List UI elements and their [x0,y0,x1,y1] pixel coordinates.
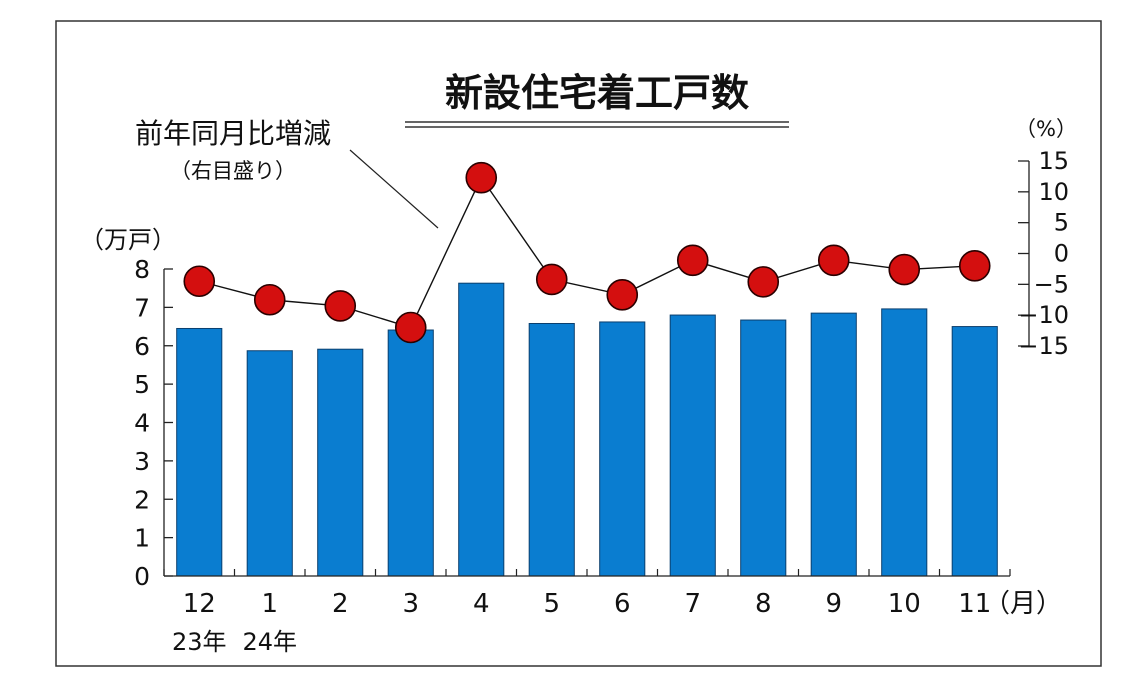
left-axis-tick-label: 4 [134,409,150,438]
left-axis: 0 1 2 3 4 5 6 7 8 [134,255,173,591]
x-axis-unit: （月） [984,589,1062,619]
bar-series [176,282,998,577]
x-tick-label-3: 3 [402,589,419,619]
right-axis: 15 10 5 0−5 −10 −15 [1018,147,1069,360]
x-tick-label-9: 9 [825,589,842,619]
bar-9 [810,312,857,577]
bar-12 [176,327,223,577]
left-axis-tick-label: 7 [134,293,150,322]
bar-6 [599,321,646,577]
left-axis-tick-label: 6 [134,332,150,361]
x-tick-label-6: 6 [614,589,631,619]
line-point-11 [958,250,991,282]
x-tick-label-2: 2 [332,589,349,619]
right-axis-tick-label: −15 [1018,332,1069,360]
line-series-note: （右目盛り） [170,159,296,183]
left-axis-tick-label: 1 [134,524,150,553]
line-series-label: 前年同月比増減 [135,117,331,150]
left-axis-tick-label: 0 [134,562,150,591]
right-axis-tick-label: 0 [1054,240,1069,268]
x-tick-label-4: 4 [473,589,490,619]
x-tick-label-12: 12 [183,589,216,619]
left-axis-tick-label: 8 [134,255,150,284]
line-point-8 [747,266,780,298]
x-tick-label-10: 10 [888,589,921,619]
bar-11 [951,326,998,577]
bar-7 [669,314,716,577]
left-axis-tick-label: 5 [134,370,150,399]
left-axis-tick-label: 2 [134,485,150,514]
line-point-10 [888,253,921,286]
bar-8 [740,319,787,577]
year-label: 23年 [172,628,227,656]
left-axis-tick-label: 3 [134,447,150,476]
chart-title: 新設住宅着工戸数 [445,71,749,115]
right-axis-unit: （%） [1015,117,1077,141]
right-axis-tick-label: 5 [1054,209,1069,237]
line-point-1 [253,283,286,316]
bar-10 [881,308,928,577]
right-axis-tick-label: −5 [1034,270,1069,298]
bar-4 [458,282,505,577]
line-point-12 [183,265,216,298]
line-point-4 [465,161,498,194]
bar-5 [528,322,575,577]
legend-leader-line [349,149,439,229]
x-tick-label-5: 5 [543,589,560,619]
bar-2 [317,348,364,577]
bar-3 [387,329,434,577]
left-axis-unit: （万戸） [80,226,176,254]
right-axis-tick-label: −10 [1018,301,1069,329]
right-axis-tick-label: 10 [1038,178,1069,206]
x-tick-label-1: 1 [261,589,278,619]
line-point-2 [324,290,357,322]
line-point-7 [676,244,709,277]
right-axis-tick-label: 15 [1038,147,1069,175]
line-point-5 [535,263,568,296]
line-series [183,161,991,344]
x-tick-label-8: 8 [755,589,772,619]
line-point-3 [394,311,427,344]
x-tick-label-11: 11 [958,589,991,619]
line-point-9 [817,244,850,277]
line-point-6 [606,279,639,311]
x-tick-label-7: 7 [684,589,701,619]
year-label: 24年 [242,628,297,656]
bar-1 [246,350,293,577]
